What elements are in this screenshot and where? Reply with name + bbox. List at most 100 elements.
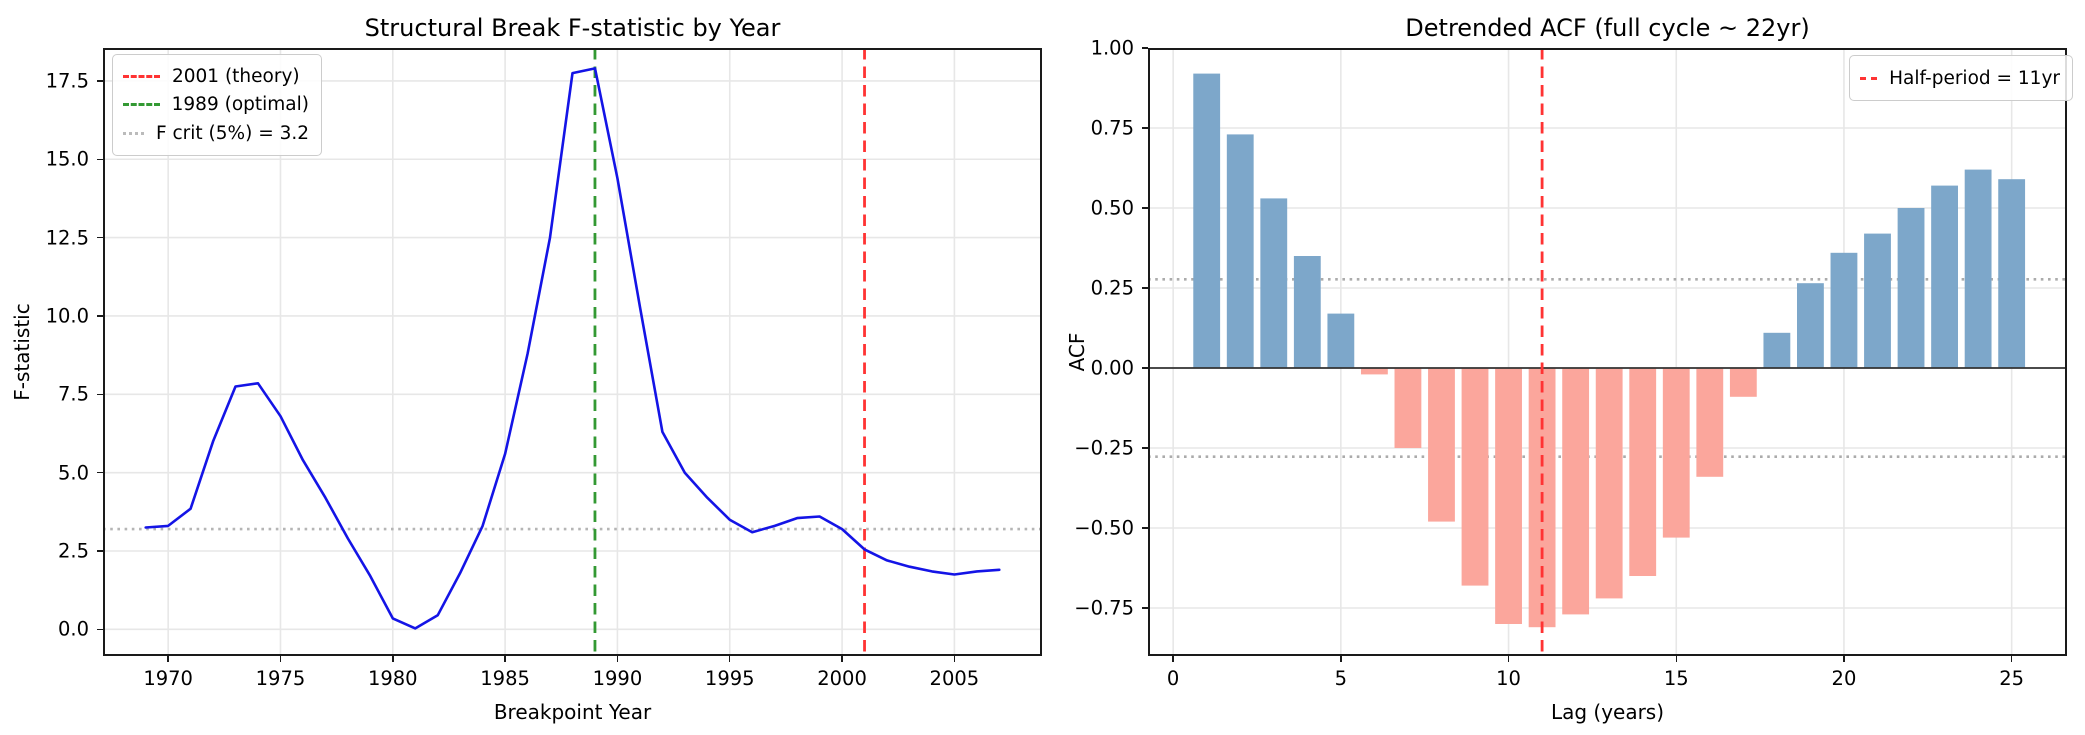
acf-bar [1562,368,1590,615]
y-tick-mark [1142,527,1148,529]
gray-dotted-line-sample [123,132,144,136]
y-tick-label: 10.0 [45,304,89,328]
acf-bar [1260,198,1288,368]
y-tick-label: 7.5 [57,382,89,406]
legend-entry-label: 1989 (optimal) [171,94,309,116]
legend-entry-f-crit: F crit (5%) = 3.2 [123,120,309,147]
y-tick-mark [1142,367,1148,369]
x-tick-mark [953,656,956,662]
x-tick-mark [841,656,843,662]
x-tick-mark [1507,656,1510,662]
axes-spines [1148,48,2067,656]
red-dashed-line-sample [123,74,160,78]
y-tick-label: 15.0 [45,147,89,171]
x-tick-mark [728,656,731,662]
x-tick-label: 2000 [817,667,867,690]
y-tick-label: 0.0 [57,617,89,641]
x-tick-label: 5 [1334,667,1348,690]
x-tick-mark [1675,656,1677,662]
y-tick-mark [1142,447,1148,449]
axes-spines [103,48,1042,656]
y-tick-mark [1142,127,1148,129]
legend-entry-label: 2001 (theory) [172,65,300,87]
y-tick-mark [97,393,103,396]
acf-bar [1327,313,1355,368]
acf-bar [1193,73,1221,368]
legend-entry-label: Half-period = 11yr [1889,67,2060,89]
x-tick-mark [392,656,394,662]
y-tick-label: 0.25 [1090,276,1134,300]
x-tick-mark [504,656,506,662]
y-tick-label: 0.00 [1090,356,1134,380]
y-tick-mark [97,471,103,474]
y-tick-label: 1.00 [1090,36,1134,60]
acf-bar [1629,368,1657,576]
x-tick-mark [616,656,619,662]
acf-bar [1461,368,1489,586]
x-tick-label: 0 [1166,667,1180,690]
x-tick-label: 15 [1663,667,1689,690]
acf-bar [1428,368,1455,522]
x-tick-mark [279,656,282,662]
legend-entry-half-period: Half-period = 11yr [1860,65,2060,92]
left-panel-yaxis-label: F-statistic [10,303,34,401]
acf-bar [1864,233,1891,368]
right-panel-legend: Half-period = 11yr [1849,55,2073,101]
acf-bar [1729,368,1757,397]
acf-bar [1360,368,1388,375]
x-tick-mark [167,656,169,662]
acf-bar [1595,368,1623,599]
y-tick-mark [1142,207,1148,209]
legend-entry-label: F crit (5%) = 3.2 [155,123,309,145]
y-tick-label: −0.25 [1074,436,1134,460]
y-tick-mark [97,628,103,631]
x-tick-mark [1843,656,1845,662]
x-tick-mark [2010,656,2013,662]
green-dashed-line-sample [123,103,160,107]
y-tick-label: 12.5 [45,226,89,250]
y-tick-mark [97,80,103,82]
acf-bar [1830,252,1858,368]
y-tick-label: 2.5 [57,539,89,563]
x-tick-label: 1990 [592,667,643,690]
x-tick-mark [1172,656,1174,662]
y-tick-label: 5.0 [57,461,89,485]
acf-bar [1394,368,1422,448]
left-panel-title: Structural Break F-statistic by Year [364,14,781,42]
x-tick-label: 1985 [480,667,530,690]
x-tick-label: 1975 [255,667,306,690]
y-tick-label: −0.75 [1074,596,1134,620]
legend-entry-2001-theory: 2001 (theory) [123,63,309,90]
acf-bar [1964,169,1992,368]
acf-bar [1797,283,1824,368]
y-tick-mark [1142,607,1148,609]
y-tick-label: 0.75 [1090,116,1134,140]
right-panel-xaxis-label: Lag (years) [1550,700,1665,724]
acf-bar [1662,368,1690,538]
y-tick-mark [97,315,103,317]
y-tick-label: −0.50 [1074,516,1134,540]
y-tick-mark [97,158,103,160]
acf-bar [1495,368,1522,624]
x-tick-label: 1970 [143,667,193,690]
x-tick-label: 1980 [367,667,418,690]
y-tick-mark [1142,47,1148,49]
right-panel-plot-area [1148,48,2067,656]
left-panel-xaxis-label: Breakpoint Year [493,700,652,724]
acf-bar [1897,208,1925,368]
acf-bar [1998,179,2026,368]
acf-bar [1763,332,1791,368]
acf-bar [1226,134,1254,368]
legend-entry-1989-optimal: 1989 (optimal) [123,91,309,118]
y-tick-mark [97,236,103,239]
acf-bar [1293,256,1321,368]
x-tick-label: 10 [1496,667,1521,690]
x-tick-label: 25 [1999,667,2025,690]
y-tick-mark [1142,287,1148,289]
y-tick-mark [97,550,103,552]
y-tick-label: 17.5 [45,69,89,93]
x-tick-mark [1340,656,1342,662]
x-tick-label: 20 [1831,667,1857,690]
x-tick-label: 2005 [929,667,980,690]
